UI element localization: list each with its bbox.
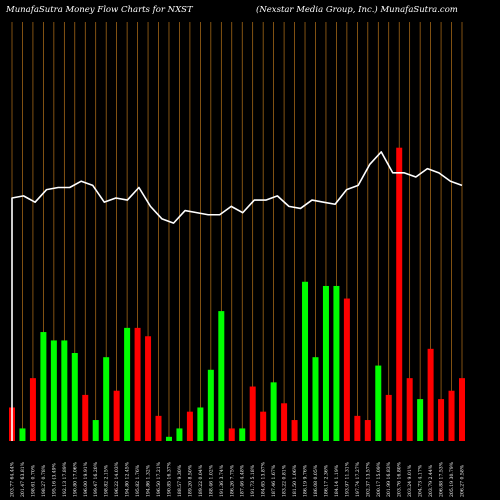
x-tick-label: 198.61 0.70% [30, 464, 36, 497]
bar-down [354, 415, 361, 441]
bar-down [186, 411, 193, 441]
bar-up [375, 365, 382, 441]
bar-down [448, 390, 455, 441]
bar-up [302, 281, 309, 441]
x-tick-label: 191.36 3.74% [219, 464, 225, 497]
x-tick-label: 205.19 30.79% [449, 461, 455, 497]
bar-down [291, 420, 298, 441]
bar-up [322, 285, 329, 441]
x-tick-label: 181.50 1.06% [292, 464, 298, 497]
x-tick-label: 186.17 2.36% [323, 464, 329, 497]
x-tick-label: 193.97 11.31% [344, 461, 350, 497]
grid-lines [11, 22, 463, 441]
bar-down [155, 415, 162, 441]
bar-up [312, 357, 319, 441]
bars [9, 147, 465, 441]
x-tick-label: 203.77 64.44% [10, 461, 16, 497]
bar-down [385, 394, 392, 441]
bar-down [396, 147, 403, 441]
bar-down [29, 378, 36, 441]
bar-up [50, 340, 57, 441]
x-tick-label: 199.47 16.20% [93, 461, 99, 497]
x-tick-label: 195.82 1.76% [135, 464, 141, 497]
x-tick-label: 194.86 1.32% [146, 464, 152, 497]
bar-up [61, 340, 68, 441]
x-tick-label: 196.22 14.03% [114, 461, 120, 497]
money-flow-line [11, 151, 463, 441]
x-tick-label: 190.80 17.06% [72, 461, 78, 497]
bar-down [228, 428, 235, 441]
bar-up [19, 428, 26, 441]
x-tick-label: 194.80 12.45% [125, 461, 131, 497]
x-tick-label: 196.00 19.91% [83, 461, 89, 497]
bar-up [333, 285, 340, 441]
x-tick-label: 192.13 17.89% [62, 461, 68, 497]
bar-down [249, 386, 256, 441]
x-tick-label: 195.16 (3.49% [50, 462, 57, 497]
bar-up [92, 420, 99, 441]
x-tick-label: 203.24 9.01% [407, 464, 413, 497]
bar-up [176, 428, 183, 441]
bar-down [134, 327, 141, 441]
bar-down [113, 390, 120, 441]
x-tick-label: 198.27 0.78% [41, 464, 47, 497]
bar-up [40, 332, 47, 441]
x-tick-label: 184.14 1.19% [334, 464, 340, 497]
money-flow-line-group [11, 151, 463, 441]
bar-down [459, 378, 465, 441]
bar-down [364, 420, 371, 441]
x-tick-label: 197.74 17.27% [355, 461, 361, 497]
bar-up [218, 311, 225, 441]
x-tick-label: 203.79 2.44% [428, 464, 434, 497]
x-tick-label: 190.85 16.37% [166, 461, 172, 497]
bar-down [343, 298, 350, 441]
bar-down [438, 399, 445, 441]
bar-down [281, 403, 288, 441]
bar-up [239, 428, 246, 441]
x-tick-label: 188.46 1.02% [208, 464, 214, 497]
bar-up [103, 357, 110, 441]
x-tick-label: 187.46 1.67% [271, 464, 277, 497]
x-tick-label: 188.57 9.30% [177, 464, 183, 497]
x-tick-label: 198.82 2.15% [104, 464, 110, 497]
bar-up [417, 399, 424, 441]
bar-down [82, 394, 89, 441]
x-tick-label: 186.19 9.76% [303, 464, 309, 497]
x-tick-label: 191.73 5.18% [250, 464, 256, 497]
x-tick-label: 183.22 0.81% [282, 464, 288, 497]
x-tick-label: 201.99 16.83% [386, 461, 392, 497]
bar-up [207, 369, 214, 441]
bar-down [406, 378, 413, 441]
x-tick-label: 200.17 15.09% [376, 461, 382, 497]
x-tick-label: 187.46 4.48% [240, 464, 246, 497]
bar-down [260, 411, 267, 441]
bar-down [145, 336, 152, 441]
x-tick-label: 201.47 63.81% [20, 461, 26, 497]
bar-up [71, 353, 78, 441]
bar-up [270, 382, 277, 441]
x-tick-label: 186.26 7.75% [229, 464, 235, 497]
x-tick-label: 189.20 8.50% [187, 464, 193, 497]
x-tick-label: 206.27 0.58% [460, 464, 466, 497]
x-tick-label: 184.65 13.87% [261, 461, 267, 497]
bar-up [124, 327, 131, 441]
x-tick-label: 196.50 17.21% [156, 461, 162, 497]
x-tick-label: 189.22 0.04% [198, 464, 204, 497]
x-tick-label: 204.73 4.17% [418, 464, 424, 497]
x-tick-label: 202.37 13.57% [365, 461, 371, 497]
chart-title-right: (Nexstar Media Group, Inc.) MunafaSutra.… [256, 5, 458, 15]
chart-title-left: MunafaSutra Money Flow Charts for NXST [6, 5, 193, 15]
x-tick-label: 206.88 17.53% [439, 461, 445, 497]
bar-up [165, 436, 172, 441]
bar-down [427, 348, 434, 441]
x-tick-label: 186.08 0.05% [313, 464, 319, 497]
bar-up [197, 407, 204, 441]
x-tick-label: 203.76 16.80% [397, 461, 403, 497]
x-tick-labels: 203.77 64.44% 201.47 63.81% 198.61 0.70% 19… [10, 461, 466, 497]
